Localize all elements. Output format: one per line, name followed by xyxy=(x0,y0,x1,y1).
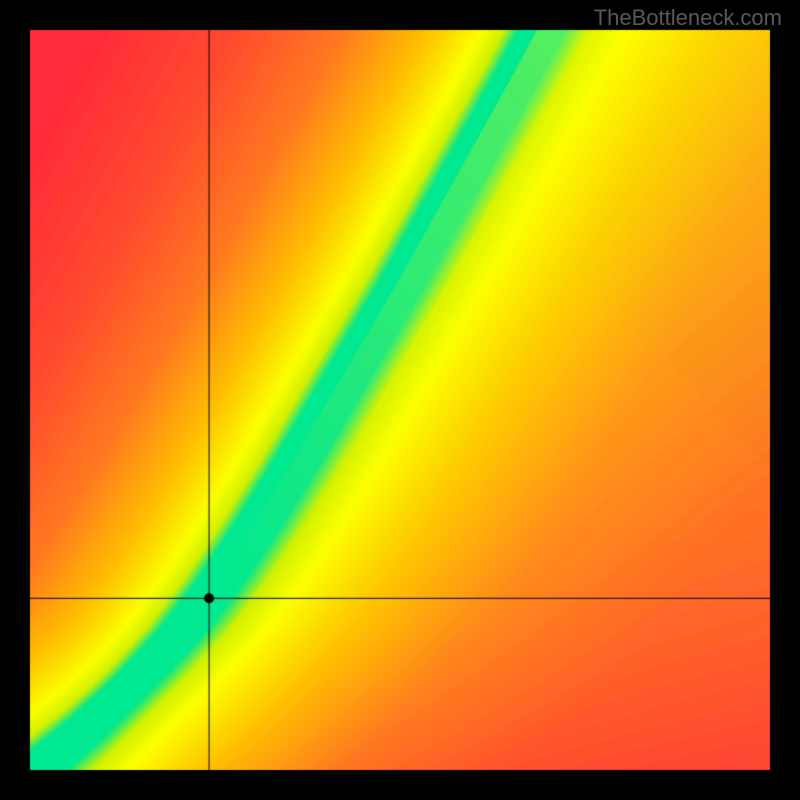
watermark-label: TheBottleneck.com xyxy=(594,5,782,31)
chart-container: TheBottleneck.com xyxy=(0,0,800,800)
heatmap-canvas xyxy=(0,0,800,800)
